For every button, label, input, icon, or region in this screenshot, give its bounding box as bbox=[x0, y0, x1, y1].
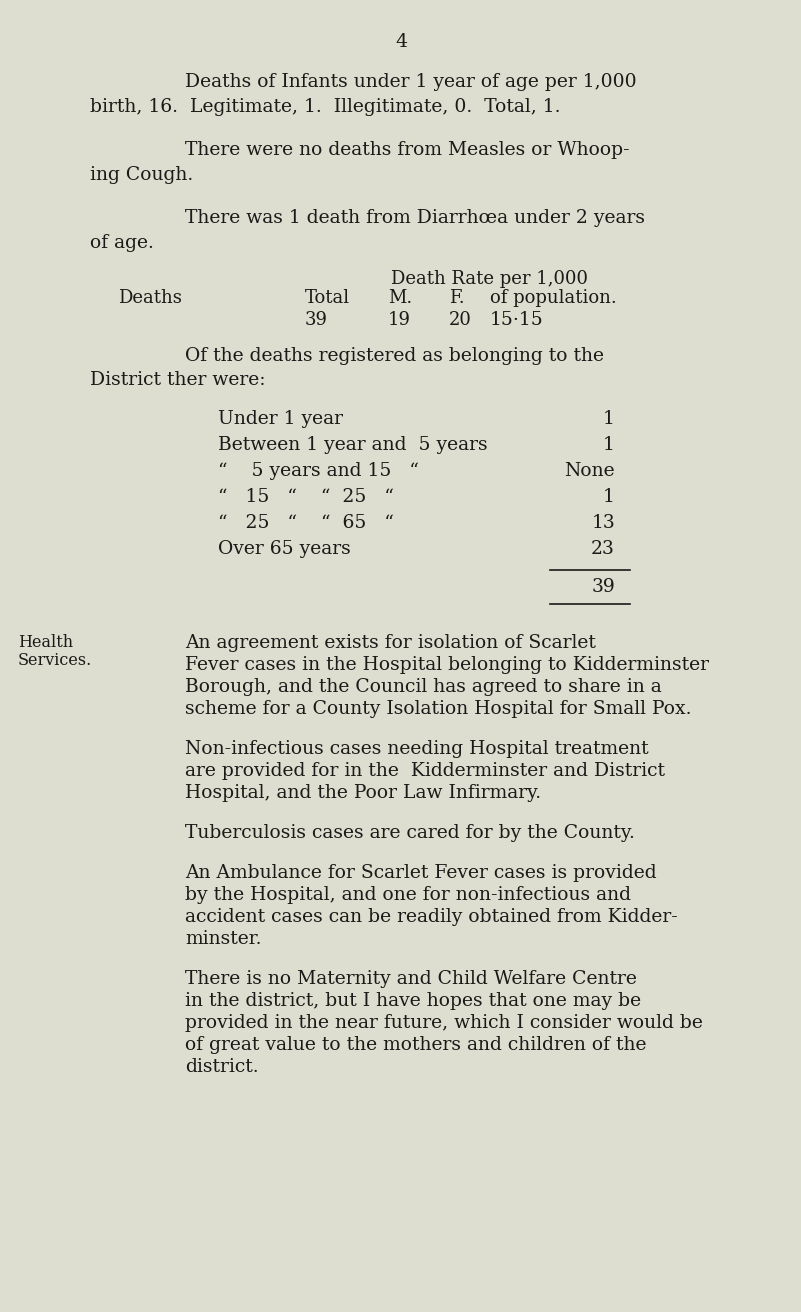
Text: Fever cases in the Hospital belonging to Kidderminster: Fever cases in the Hospital belonging to… bbox=[185, 656, 709, 674]
Text: 19: 19 bbox=[388, 311, 411, 329]
Text: 1: 1 bbox=[603, 488, 615, 506]
Text: of great value to the mothers and children of the: of great value to the mothers and childr… bbox=[185, 1036, 646, 1054]
Text: minster.: minster. bbox=[185, 930, 261, 949]
Text: Deaths: Deaths bbox=[118, 289, 182, 307]
Text: Health: Health bbox=[18, 634, 73, 651]
Text: Tuberculosis cases are cared for by the County.: Tuberculosis cases are cared for by the … bbox=[185, 824, 635, 842]
Text: None: None bbox=[565, 462, 615, 480]
Text: Services.: Services. bbox=[18, 652, 92, 669]
Text: provided in the near future, which I consider would be: provided in the near future, which I con… bbox=[185, 1014, 702, 1033]
Text: in the district, but I have hopes that one may be: in the district, but I have hopes that o… bbox=[185, 992, 641, 1010]
Text: 23: 23 bbox=[591, 541, 615, 558]
Text: M.: M. bbox=[388, 289, 413, 307]
Text: Total: Total bbox=[305, 289, 350, 307]
Text: 4: 4 bbox=[395, 33, 407, 51]
Text: birth, 16.  Legitimate, 1.  Illegitimate, 0.  Total, 1.: birth, 16. Legitimate, 1. Illegitimate, … bbox=[90, 98, 561, 115]
Text: Death Rate per 1,000: Death Rate per 1,000 bbox=[391, 270, 588, 289]
Text: Under 1 year: Under 1 year bbox=[218, 409, 343, 428]
Text: Between 1 year and  5 years: Between 1 year and 5 years bbox=[218, 436, 488, 454]
Text: There was 1 death from Diarrhœa under 2 years: There was 1 death from Diarrhœa under 2 … bbox=[185, 209, 645, 227]
Text: Hospital, and the Poor Law Infirmary.: Hospital, and the Poor Law Infirmary. bbox=[185, 785, 541, 802]
Text: 13: 13 bbox=[591, 514, 615, 531]
Text: An agreement exists for isolation of Scarlet: An agreement exists for isolation of Sca… bbox=[185, 634, 596, 652]
Text: “   15   “    “  25   “: “ 15 “ “ 25 “ bbox=[218, 488, 394, 506]
Text: scheme for a County Isolation Hospital for Small Pox.: scheme for a County Isolation Hospital f… bbox=[185, 701, 691, 718]
Text: There is no Maternity and Child Welfare Centre: There is no Maternity and Child Welfare … bbox=[185, 970, 637, 988]
Text: 39: 39 bbox=[591, 579, 615, 596]
Text: 1: 1 bbox=[603, 436, 615, 454]
Text: 20: 20 bbox=[449, 311, 472, 329]
Text: district.: district. bbox=[185, 1057, 259, 1076]
Text: “   25   “    “  65   “: “ 25 “ “ 65 “ bbox=[218, 514, 394, 531]
Text: Borough, and the Council has agreed to share in a: Borough, and the Council has agreed to s… bbox=[185, 678, 662, 695]
Text: 1: 1 bbox=[603, 409, 615, 428]
Text: Deaths of Infants under 1 year of age per 1,000: Deaths of Infants under 1 year of age pe… bbox=[185, 73, 637, 91]
Text: of age.: of age. bbox=[90, 234, 154, 252]
Text: of population.: of population. bbox=[490, 289, 617, 307]
Text: 39: 39 bbox=[305, 311, 328, 329]
Text: An Ambulance for Scarlet Fever cases is provided: An Ambulance for Scarlet Fever cases is … bbox=[185, 865, 657, 882]
Text: ing Cough.: ing Cough. bbox=[90, 167, 193, 184]
Text: by the Hospital, and one for non-infectious and: by the Hospital, and one for non-infecti… bbox=[185, 886, 631, 904]
Text: are provided for in the  Kidderminster and District: are provided for in the Kidderminster an… bbox=[185, 762, 665, 781]
Text: Over 65 years: Over 65 years bbox=[218, 541, 351, 558]
Text: 15·15: 15·15 bbox=[490, 311, 544, 329]
Text: Non-infectious cases needing Hospital treatment: Non-infectious cases needing Hospital tr… bbox=[185, 740, 649, 758]
Text: District ther were:: District ther were: bbox=[90, 371, 265, 388]
Text: “    5 years and 15   “: “ 5 years and 15 “ bbox=[218, 462, 419, 480]
Text: Of the deaths registered as belonging to the: Of the deaths registered as belonging to… bbox=[185, 346, 604, 365]
Text: accident cases can be readily obtained from Kidder-: accident cases can be readily obtained f… bbox=[185, 908, 678, 926]
Text: F.: F. bbox=[449, 289, 465, 307]
Text: There were no deaths from Measles or Whoop-: There were no deaths from Measles or Who… bbox=[185, 140, 630, 159]
